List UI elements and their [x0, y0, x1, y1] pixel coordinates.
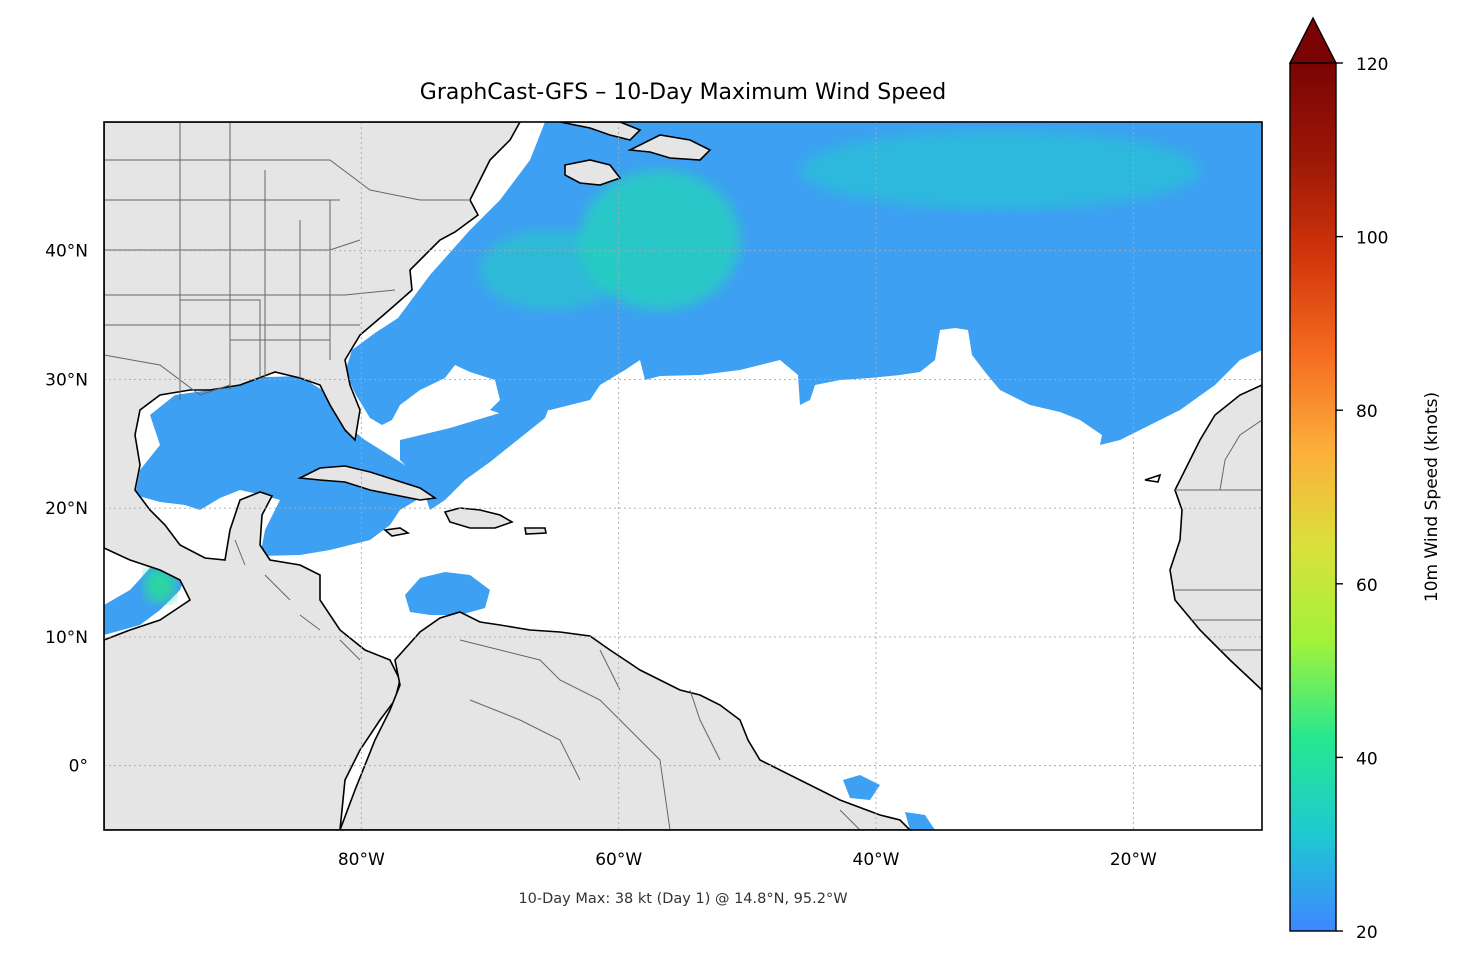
north-america-land	[104, 122, 521, 830]
greenland-canada-land	[559, 122, 712, 161]
wind-field	[104, 122, 1262, 830]
colorbar: 20 40 60 80 100 120 10m Wind Speed (knots)	[1288, 16, 1442, 943]
x-tick-label: 20°W	[1110, 850, 1157, 870]
south-america-land	[339, 611, 912, 830]
colorbar-bar	[1289, 62, 1337, 932]
wind-max-tehuantepec	[144, 567, 176, 603]
land	[104, 122, 1262, 830]
wind-streak-cyan	[580, 170, 740, 310]
parallel-lines	[104, 250, 1262, 767]
y-tick-label: 0°	[69, 757, 88, 777]
colorbar-ticks: 20 40 60 80 100 120	[1336, 55, 1388, 943]
y-tick-label: 20°N	[45, 499, 88, 519]
mexico-border	[104, 354, 231, 396]
chart-title: GraphCast-GFS – 10-Day Maximum Wind Spee…	[420, 80, 946, 105]
borders	[104, 122, 1262, 830]
wind-field-caribbean	[405, 572, 490, 615]
jamaica-land	[383, 527, 411, 537]
hispaniola-land	[443, 507, 514, 529]
meridian-lines	[360, 122, 1134, 830]
africa-borders	[1175, 419, 1262, 651]
newfoundland-land	[564, 159, 622, 186]
wind-field-equatorial	[843, 775, 935, 830]
x-tick-label: 60°W	[595, 850, 642, 870]
y-axis-ticks: 40°N 30°N 20°N 10°N 0°	[45, 242, 88, 777]
colorbar-label: 10m Wind Speed (knots)	[1422, 392, 1442, 602]
us-canada-border	[104, 159, 470, 201]
x-axis-ticks: 80°W 60°W 40°W 20°W	[338, 850, 1157, 870]
y-tick-label: 40°N	[45, 242, 88, 262]
wind-field-gulf-of-mexico	[135, 376, 425, 556]
africa-land	[1169, 384, 1262, 692]
wind-streak-cyan-3	[480, 230, 620, 310]
map-panel	[104, 122, 1262, 830]
graticule	[104, 122, 1262, 830]
map-frame	[103, 121, 1263, 831]
colorbar-tick-label: 60	[1356, 576, 1378, 596]
cuba-land	[297, 465, 438, 501]
y-tick-label: 10°N	[45, 628, 88, 648]
colorbar-tick-label: 100	[1356, 229, 1388, 249]
wind-streak-cyan-2	[800, 130, 1200, 210]
y-tick-label: 30°N	[45, 370, 88, 390]
south-america-borders	[459, 639, 861, 830]
max-wind-caption: 10-Day Max: 38 kt (Day 1) @ 14.8°N, 95.2…	[518, 891, 847, 907]
central-america-borders	[234, 539, 361, 661]
wind-field-bahamas-band	[400, 405, 550, 510]
colorbar-tick-label: 20	[1356, 923, 1378, 943]
puerto-rico-land	[524, 527, 547, 535]
canary-islands-land	[1144, 473, 1162, 483]
colorbar-tick-label: 40	[1356, 749, 1378, 769]
us-state-borders	[104, 122, 396, 400]
x-tick-label: 80°W	[338, 850, 385, 870]
colorbar-extend-arrow	[1288, 16, 1338, 64]
colorbar-tick-label: 80	[1356, 402, 1378, 422]
colorbar-tick-label: 120	[1356, 55, 1388, 75]
x-tick-label: 40°W	[853, 850, 900, 870]
